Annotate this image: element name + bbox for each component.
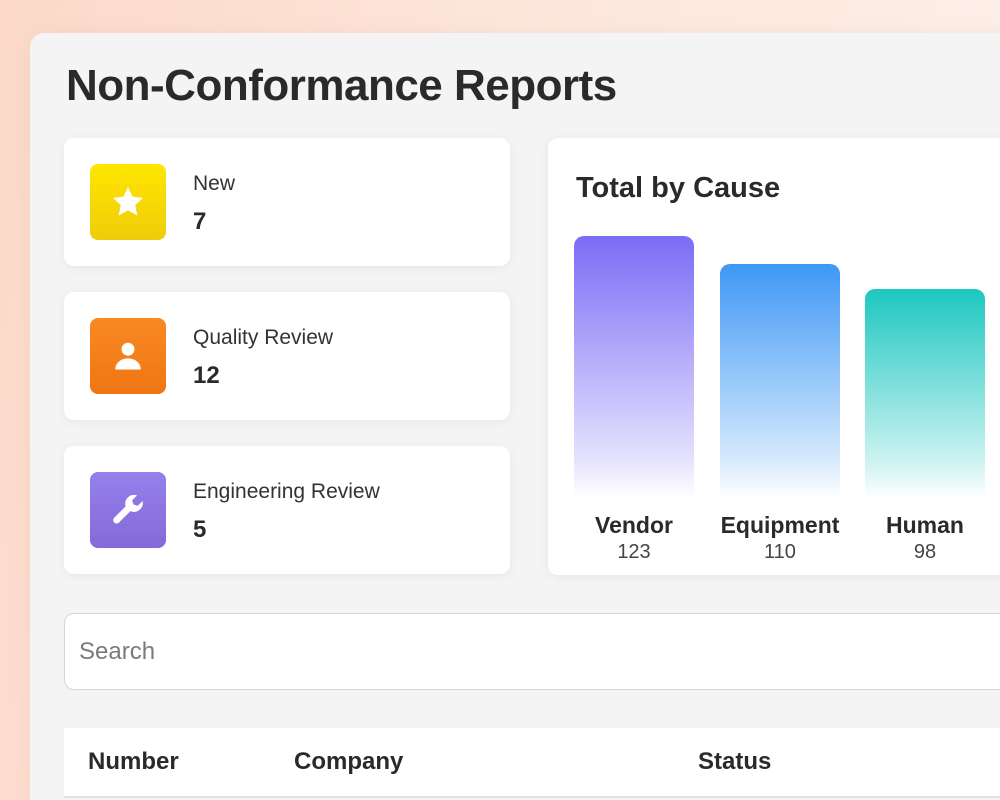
star-icon (90, 164, 166, 240)
wrench-icon (90, 472, 166, 548)
bar-equipment[interactable] (720, 264, 840, 498)
stat-count: 5 (193, 516, 207, 543)
stat-count: 7 (193, 208, 207, 235)
user-icon (90, 318, 166, 394)
bar-value-label: 123 (617, 541, 651, 563)
stat-count: 12 (193, 362, 220, 389)
stat-label: Quality Review (193, 326, 334, 349)
column-header-company[interactable]: Company (294, 748, 404, 775)
bar-category-label: Vendor (595, 512, 673, 538)
main-panel: Non-Conformance Reports New 7 Quality Re… (30, 33, 1000, 800)
page-title: Non-Conformance Reports (66, 61, 617, 110)
stat-label: Engineering Review (193, 480, 380, 503)
bar-category-label: Equipment (720, 512, 840, 538)
table-header: Number Company Status (64, 728, 1000, 798)
chart-title: Total by Cause (576, 172, 781, 204)
column-header-status[interactable]: Status (698, 748, 772, 775)
bar-value-label: 98 (913, 541, 937, 563)
stat-card-engineering-review[interactable]: Engineering Review 5 (64, 446, 510, 574)
bar-vendor[interactable] (574, 236, 694, 498)
stat-label: New (193, 172, 236, 195)
column-header-number[interactable]: Number (88, 748, 179, 775)
total-by-cause-chart: Total by Cause Vendor 123 Equipment 110 Huma… (548, 138, 1000, 575)
stat-card-quality-review[interactable]: Quality Review 12 (64, 292, 510, 420)
bar-value-label: 110 (764, 541, 796, 563)
stat-card-new[interactable]: New 7 (64, 138, 510, 266)
search-input[interactable] (64, 613, 1000, 690)
bar-category-label: Human (886, 512, 964, 538)
bar-human[interactable] (865, 289, 985, 498)
